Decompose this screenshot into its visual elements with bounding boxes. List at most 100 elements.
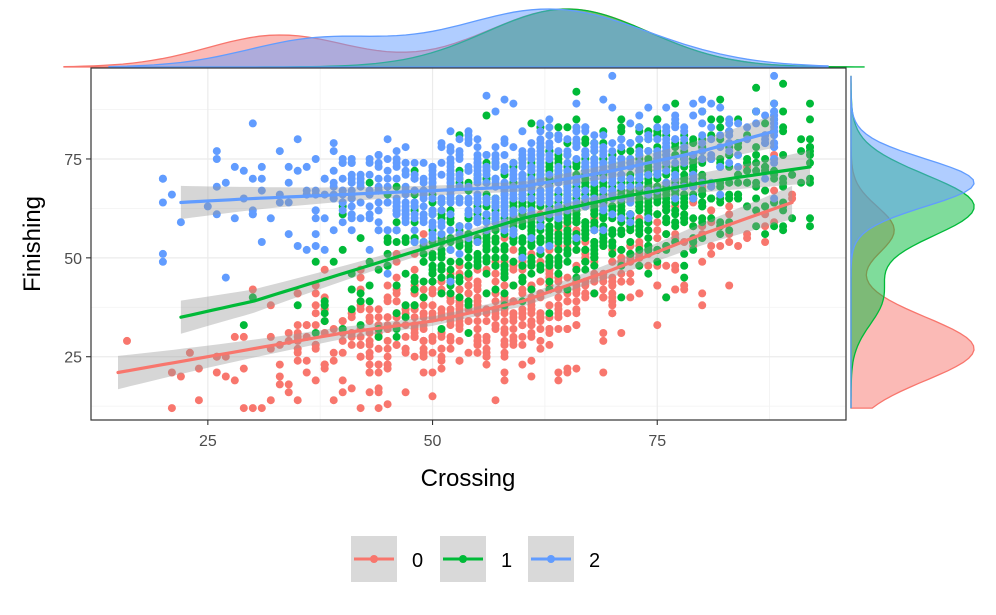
- point-series-2: [599, 131, 608, 140]
- point-series-2: [482, 194, 491, 203]
- point-series-2: [374, 218, 383, 227]
- point-series-2: [437, 206, 446, 215]
- point-series-1: [491, 285, 500, 294]
- point-series-2: [212, 182, 221, 191]
- point-series-1: [320, 309, 329, 318]
- point-series-1: [374, 332, 383, 341]
- point-series-1: [635, 261, 644, 270]
- point-series-1: [689, 245, 698, 254]
- point-series-2: [374, 162, 383, 171]
- point-series-0: [266, 396, 275, 405]
- point-series-2: [626, 155, 635, 163]
- point-series-2: [761, 174, 770, 183]
- point-series-2: [608, 103, 617, 112]
- point-series-0: [716, 242, 725, 250]
- point-series-0: [275, 380, 284, 389]
- point-series-2: [554, 214, 563, 223]
- point-series-2: [392, 206, 401, 215]
- y-axis: 25 50 75: [64, 152, 91, 367]
- point-series-0: [536, 325, 545, 333]
- point-series-0: [473, 336, 482, 345]
- point-series-1: [491, 253, 500, 262]
- point-series-1: [374, 265, 383, 274]
- point-series-2: [284, 198, 293, 207]
- point-series-0: [725, 210, 734, 219]
- point-series-2: [329, 139, 338, 148]
- point-series-2: [770, 158, 779, 167]
- point-series-0: [419, 368, 428, 377]
- point-series-2: [446, 277, 455, 286]
- point-series-0: [347, 332, 356, 341]
- point-series-2: [653, 162, 662, 171]
- top-density-series-2: [108, 8, 829, 68]
- point-series-0: [338, 317, 347, 326]
- point-series-2: [617, 182, 626, 191]
- point-series-1: [761, 202, 770, 211]
- point-series-2: [671, 158, 680, 167]
- point-series-1: [482, 253, 491, 262]
- point-series-1: [572, 210, 581, 219]
- point-series-1: [563, 257, 572, 266]
- point-series-0: [536, 344, 545, 353]
- point-series-0: [311, 301, 320, 310]
- point-series-0: [419, 285, 428, 294]
- point-series-0: [428, 301, 437, 310]
- point-series-2: [680, 135, 689, 144]
- point-series-1: [401, 313, 410, 322]
- point-series-2: [473, 158, 482, 167]
- point-series-0: [293, 356, 302, 365]
- point-series-2: [401, 170, 410, 179]
- point-series-2: [536, 174, 545, 183]
- point-series-2: [293, 135, 302, 144]
- point-series-2: [446, 194, 455, 203]
- point-series-2: [437, 218, 446, 227]
- y-axis-title: Finishing: [19, 196, 46, 292]
- point-series-2: [662, 147, 671, 156]
- point-series-1: [320, 317, 329, 326]
- point-series-2: [680, 143, 689, 152]
- point-series-0: [383, 360, 392, 369]
- point-series-0: [473, 277, 482, 286]
- point-series-2: [545, 139, 554, 148]
- point-series-2: [554, 147, 563, 156]
- point-series-0: [347, 340, 356, 349]
- point-series-2: [473, 151, 482, 159]
- point-series-1: [725, 226, 734, 235]
- point-series-1: [680, 194, 689, 203]
- point-series-0: [500, 376, 509, 385]
- point-series-1: [554, 123, 563, 132]
- point-series-0: [509, 245, 518, 254]
- point-series-2: [689, 170, 698, 179]
- point-series-2: [734, 119, 743, 128]
- point-series-2: [311, 242, 320, 250]
- point-series-2: [491, 202, 500, 211]
- point-series-0: [464, 281, 473, 290]
- point-series-2: [536, 127, 545, 136]
- point-series-1: [716, 198, 725, 207]
- point-series-2: [347, 226, 356, 235]
- point-series-2: [707, 155, 716, 163]
- point-series-1: [329, 257, 338, 266]
- point-series-1: [464, 329, 473, 337]
- point-series-1: [725, 194, 734, 203]
- point-series-2: [464, 139, 473, 148]
- point-series-0: [446, 344, 455, 353]
- point-series-0: [221, 372, 230, 381]
- point-series-2: [527, 234, 536, 243]
- point-series-2: [356, 170, 365, 179]
- point-series-2: [383, 198, 392, 207]
- point-series-1: [581, 265, 590, 274]
- point-series-0: [599, 285, 608, 294]
- point-series-2: [383, 182, 392, 191]
- point-series-2: [356, 214, 365, 223]
- point-series-2: [653, 135, 662, 144]
- point-series-2: [653, 147, 662, 156]
- point-series-0: [545, 329, 554, 337]
- point-series-2: [221, 273, 230, 282]
- point-series-2: [671, 194, 680, 203]
- point-series-1: [536, 234, 545, 243]
- point-series-2: [473, 135, 482, 144]
- point-series-0: [374, 360, 383, 369]
- point-series-2: [464, 222, 473, 231]
